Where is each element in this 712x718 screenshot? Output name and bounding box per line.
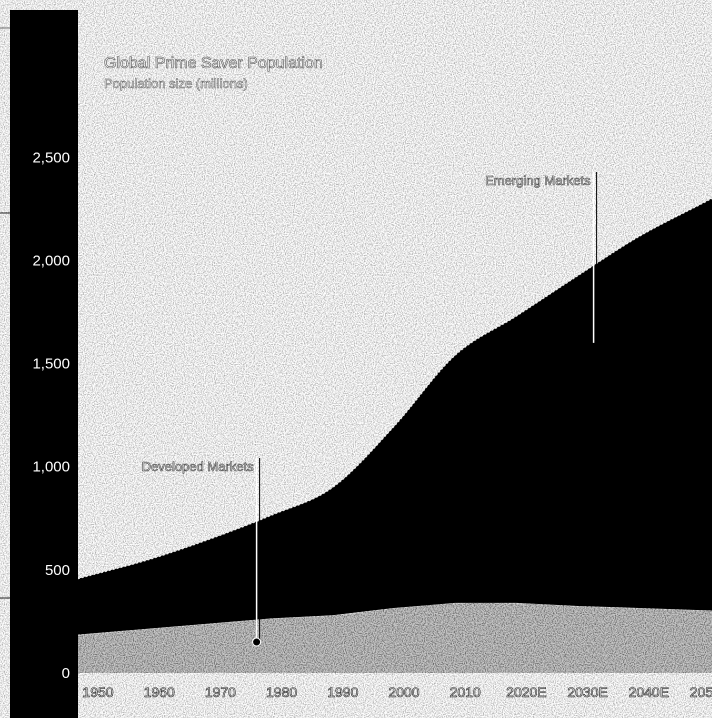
area-emerging-markets: [78, 198, 712, 635]
x-tick-label: 2030E: [567, 684, 607, 700]
y-tick-label: 0: [62, 665, 70, 682]
x-tick-label: 2020E: [506, 684, 546, 700]
y-tick-label: 500: [45, 562, 70, 579]
y-tick-label: 1,000: [32, 459, 70, 476]
annotation-label: Developed Markets: [142, 459, 254, 474]
y-tick-label: 1,500: [32, 356, 70, 373]
x-tick-label: 1960: [144, 684, 175, 700]
x-tick-layer: 1950 1960 1970 1980 1990 2000 2010 2020E 2030E 20…: [82, 684, 712, 701]
y-tick-layer: 0 500 1,000 1,500 2,000 2,500: [32, 149, 70, 682]
area-edge-emerging-markets: [77, 197, 712, 580]
y-axis-outer-ticks: [0, 27, 10, 599]
x-tick-label: 2050E: [690, 684, 712, 700]
annotation-layer: Developed Markets Emerging Markets: [141, 172, 598, 647]
chart-subtitle: Population size (millions): [104, 76, 248, 91]
annotation-marker: [252, 637, 262, 647]
area-texture-developed-markets: [78, 602, 712, 673]
x-tick-label: 1970: [205, 684, 236, 700]
chart-title: Global Prime Saver Population: [104, 55, 323, 72]
x-tick-label: 2010: [450, 684, 481, 700]
y-axis-band: [10, 10, 78, 718]
y-tick-label: 2,000: [32, 252, 70, 269]
annotation-label: Emerging Markets: [485, 173, 591, 188]
x-tick-label: 2040E: [629, 684, 669, 700]
x-tick-label: 2000: [388, 684, 419, 700]
x-tick-label: 1990: [327, 684, 358, 700]
area-edge-developed-markets: [77, 601, 712, 636]
x-tick-label: 1980: [266, 684, 297, 700]
x-tick-label: 1950: [82, 684, 113, 700]
y-tick-label: 2,500: [32, 149, 70, 166]
series-layer: [77, 197, 712, 673]
